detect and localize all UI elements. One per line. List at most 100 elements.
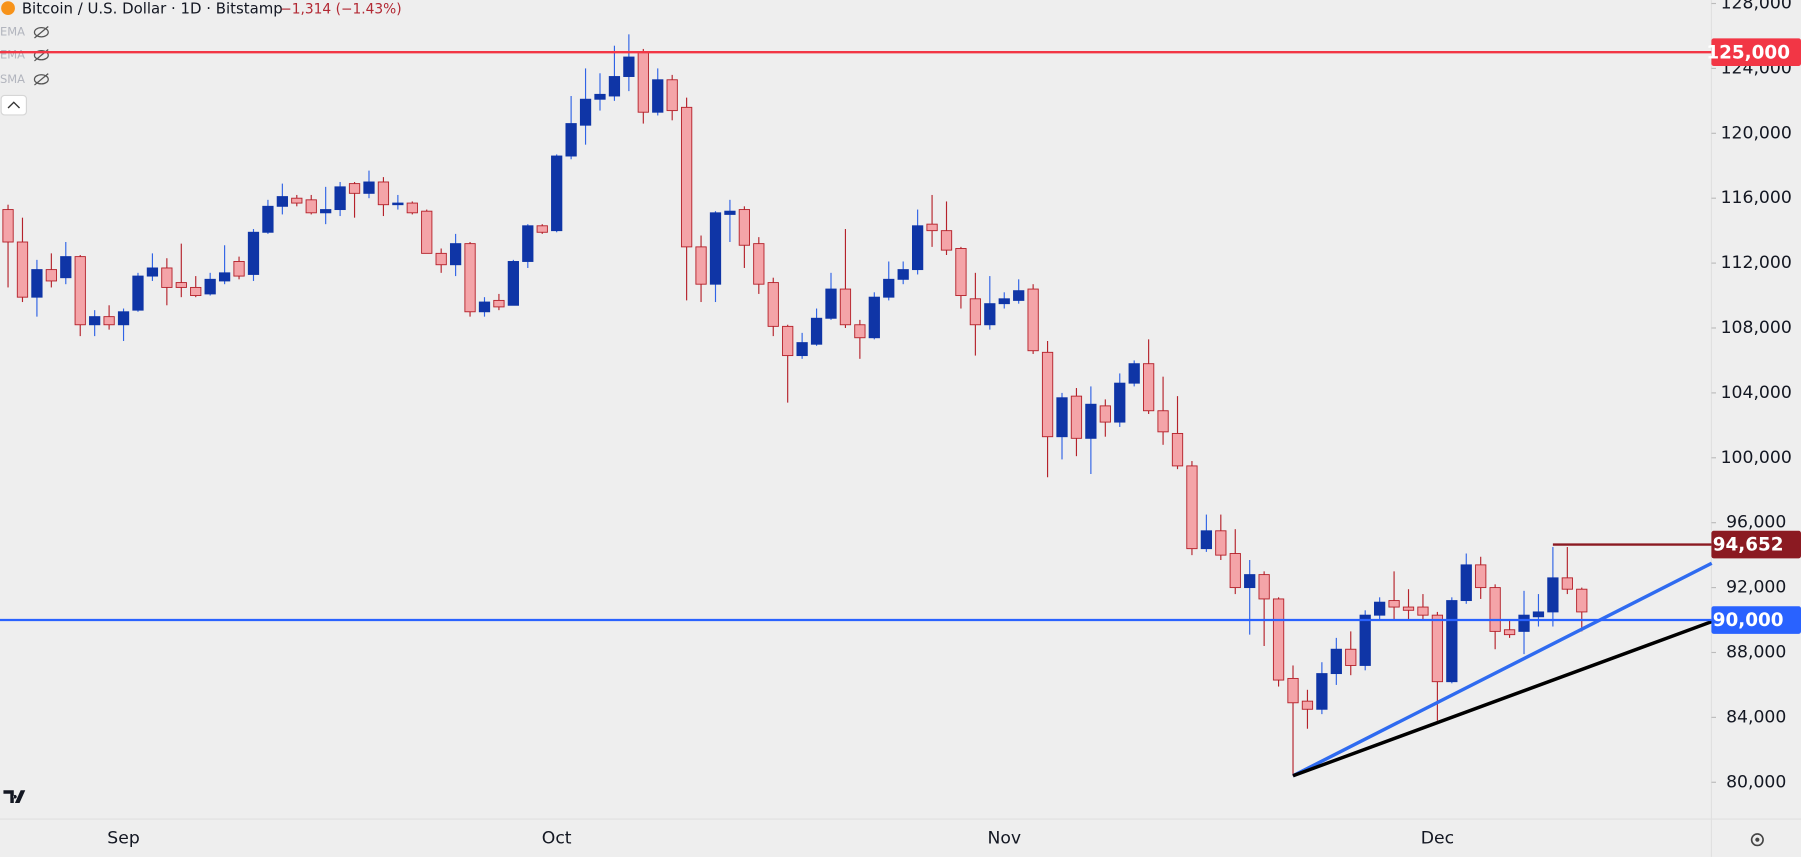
candle-body — [1374, 601, 1386, 616]
candle-body — [1301, 700, 1314, 710]
candle-body — [1561, 577, 1573, 590]
candle-body — [449, 243, 462, 266]
candle-body — [536, 225, 548, 233]
candle-body — [247, 231, 260, 275]
x-tick-label: Nov — [987, 829, 1021, 849]
candle-body — [377, 181, 390, 206]
candle-body — [854, 324, 866, 339]
trendline — [1292, 561, 1713, 778]
candle-body — [1041, 351, 1054, 438]
y-tick-label: 84,000 — [1726, 707, 1786, 727]
candle-body — [146, 267, 159, 277]
indicator-name[interactable]: EMA — [0, 25, 25, 39]
candle-body — [1186, 465, 1198, 550]
candle-body — [305, 199, 317, 214]
candle-body — [1272, 598, 1285, 681]
collapse-button[interactable] — [0, 94, 27, 116]
candle-body — [334, 186, 346, 211]
candle-body — [911, 225, 924, 271]
candle-body — [204, 278, 216, 295]
candle-body — [45, 269, 57, 282]
candle-body — [2, 209, 14, 243]
indicator-name[interactable]: EMA — [0, 48, 25, 62]
y-tick-label: 88,000 — [1726, 642, 1786, 662]
change-label: −1,314 (−1.43%) — [280, 1, 401, 17]
candle-body — [522, 225, 534, 262]
candle-body — [363, 181, 375, 194]
candle-body — [1229, 553, 1241, 589]
y-tick-label: 120,000 — [1721, 123, 1792, 143]
candle-body — [680, 106, 693, 248]
candle-body — [637, 51, 649, 113]
candle-body — [1402, 606, 1415, 611]
candle-body — [1085, 403, 1097, 439]
candle-body — [695, 246, 707, 285]
candle-body — [969, 298, 982, 326]
candle-body — [940, 230, 953, 251]
indicator-name[interactable]: SMA — [0, 72, 25, 86]
candle-body — [1359, 614, 1371, 666]
candle-body — [1547, 577, 1559, 613]
candle-body — [984, 303, 996, 326]
candle-body — [652, 79, 664, 113]
x-tick-label: Dec — [1421, 829, 1454, 849]
candle-body — [464, 243, 476, 313]
candle-body — [320, 209, 332, 214]
candle-body — [623, 56, 635, 77]
y-tick-label: 108,000 — [1721, 318, 1792, 338]
y-tick-label: 96,000 — [1726, 513, 1786, 533]
y-tick-label: 92,000 — [1726, 578, 1786, 598]
candle-body — [998, 298, 1010, 305]
collapse-arrow — [7, 101, 21, 109]
x-tick-label: Oct — [542, 829, 572, 849]
candle-body — [1244, 574, 1256, 589]
candle-body — [161, 267, 173, 288]
trendline — [1292, 620, 1713, 778]
candle-body — [493, 299, 505, 308]
candle-body — [1576, 588, 1588, 613]
candle-body — [608, 76, 621, 97]
candle-body — [435, 252, 447, 266]
candle-body — [883, 278, 895, 298]
candle-body — [132, 275, 144, 311]
candle-body — [1316, 673, 1328, 710]
candle-body — [1027, 288, 1039, 352]
candle-body — [1489, 587, 1501, 632]
candle-body — [1345, 648, 1357, 666]
settings-icon[interactable] — [1750, 833, 1764, 847]
candle-body — [276, 196, 288, 207]
candle-body — [1330, 648, 1342, 675]
y-tick-label: 116,000 — [1721, 188, 1792, 208]
candle-body — [1518, 614, 1530, 632]
candle-body — [868, 296, 880, 339]
candle-body — [1417, 606, 1429, 616]
candle-body — [60, 256, 72, 279]
y-tick-label: 80,000 — [1726, 772, 1786, 792]
candle-body — [1099, 405, 1111, 423]
y-tick-label: 104,000 — [1721, 383, 1792, 403]
y-tick-label: 112,000 — [1721, 253, 1792, 273]
candle-body — [1258, 574, 1270, 600]
candle-body — [753, 243, 765, 285]
x-tick-label: Sep — [107, 829, 139, 849]
candle-body — [1200, 530, 1213, 550]
candle-body — [738, 209, 750, 246]
candle-body — [594, 93, 606, 100]
candle-body — [579, 98, 592, 126]
candle-body — [767, 282, 779, 327]
candle-body — [825, 288, 837, 319]
logo — [3, 790, 26, 803]
candle-body — [897, 269, 909, 280]
price-label: 94,652 — [1713, 535, 1784, 556]
candle-body — [478, 301, 491, 313]
candle-body — [421, 210, 433, 254]
candle-body — [117, 311, 130, 326]
candle-body — [1532, 611, 1545, 618]
price-label-box — [1711, 606, 1801, 634]
candle-body — [565, 123, 577, 157]
candle-body — [406, 202, 418, 214]
